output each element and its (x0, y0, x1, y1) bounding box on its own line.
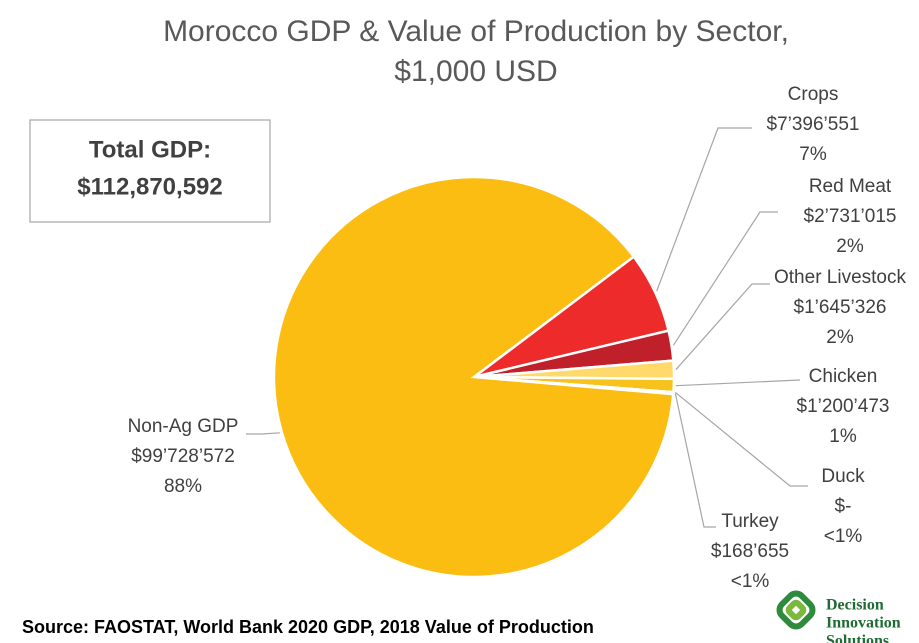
leader-line (656, 127, 752, 292)
percent-label: 7% (799, 144, 827, 165)
value-label: $1’645’326 (794, 297, 887, 318)
leader-line (246, 432, 280, 435)
slice-label: Other Livestock (774, 267, 906, 288)
annotation-box (29, 119, 271, 223)
slice-label: Non-Ag GDP (128, 416, 239, 437)
leader-line (675, 283, 770, 371)
value-label: $168’655 (711, 541, 789, 562)
percent-label: 2% (826, 327, 854, 348)
logo-text: Decision (826, 597, 884, 614)
percent-label: <1% (731, 571, 770, 592)
slice-label: Chicken (809, 366, 878, 387)
value-label: $1’200’473 (797, 396, 890, 417)
slice-label: Turkey (721, 511, 779, 532)
leader-line (675, 391, 808, 487)
logo-text: Solutions (826, 633, 889, 643)
logo-emblem (776, 590, 816, 630)
chart-title: $1,000 USD (394, 55, 557, 88)
slice-label: Red Meat (809, 176, 892, 197)
leader-line (675, 379, 801, 387)
percent-label: 1% (829, 426, 857, 447)
value-label: $7’396’551 (767, 114, 860, 135)
value-label: $2’731’015 (804, 206, 897, 227)
percent-label: <1% (824, 526, 863, 547)
leader-line (674, 393, 716, 528)
value-label: $- (835, 496, 852, 517)
annotation: Total GDP: (89, 136, 211, 163)
value-label: $99’728’572 (131, 446, 235, 467)
percent-label: 2% (836, 236, 864, 257)
slice-label: Duck (821, 466, 865, 487)
source: Source: FAOSTAT, World Bank 2020 GDP, 20… (22, 617, 594, 637)
logo-text: Innovation (826, 615, 901, 632)
annotation: $112,870,592 (77, 173, 223, 200)
percent-label: 88% (164, 476, 202, 497)
chart-title: Morocco GDP & Value of Production by Sec… (163, 15, 789, 48)
leader-line (672, 211, 778, 346)
slice-label: Crops (788, 84, 839, 105)
pie-slice (272, 175, 675, 579)
